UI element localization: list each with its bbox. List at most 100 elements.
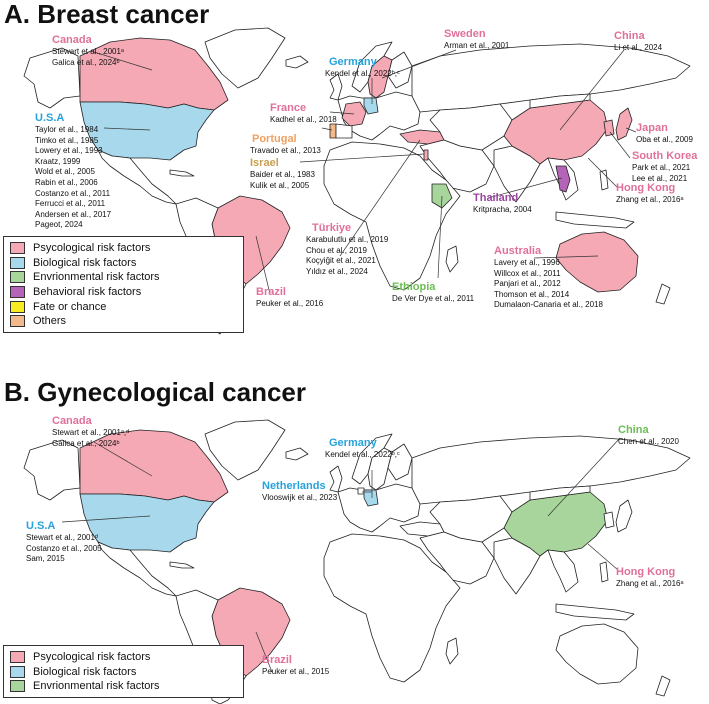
citation: Galica et al., 2024ᵇ: [52, 438, 120, 448]
citation: Kendel et al., 2022ᵇ,ᶜ: [325, 450, 400, 459]
legend-item: Biological risk factors: [10, 665, 237, 680]
land-philippines: [599, 169, 609, 191]
legend-item: Others: [10, 314, 237, 329]
country-name-usa: U.S.A: [35, 112, 65, 124]
land-alaska: [23, 47, 81, 109]
citation: Willcox et al., 2011: [494, 268, 561, 278]
label-australia: Australia Lavery et al., 1996 Willcox et…: [494, 245, 603, 311]
legend-swatch: [10, 286, 25, 299]
country-name-usa: U.S.A: [26, 520, 56, 532]
land-greenland: [204, 27, 286, 89]
land-spain: [335, 123, 353, 139]
land-israel: [423, 149, 429, 161]
legend-label: Biological risk factors: [33, 665, 137, 678]
label-usa: U.S.A Stewart et al., 2001ᵈ Costanzo et …: [26, 520, 102, 565]
legend-label: Behavioral risk factors: [33, 286, 142, 299]
legend-swatch: [10, 315, 25, 328]
country-name-germany: Germany: [329, 437, 377, 449]
land-korea: [603, 119, 615, 137]
legend-swatch: [10, 651, 25, 664]
citation: Zhang et al., 2016ᵃ: [616, 195, 684, 204]
legend-breast: Psycological risk factors Biological ris…: [3, 236, 244, 333]
land-madagascar: [445, 245, 459, 273]
land-africa: [323, 533, 461, 683]
citation: Arman et al., 2001: [444, 41, 510, 50]
legend-gynecological: Psycological risk factors Biological ris…: [3, 645, 244, 698]
legend-swatch: [10, 300, 25, 313]
land-madagascar: [445, 637, 459, 665]
leader-ethiopia: [437, 195, 443, 279]
land-cuba: [169, 561, 195, 569]
citation: Baider et al., 1983: [250, 170, 315, 179]
leader-hong-kong: [587, 157, 619, 189]
leader-israel: [299, 153, 425, 163]
country-name-canada: Canada: [52, 34, 92, 46]
leader-japan: [625, 127, 637, 133]
label-brazil: Brazil Peuker et al., 2015: [262, 654, 329, 678]
citation: Kulik et al., 2005: [250, 180, 310, 190]
land-germany: [363, 97, 379, 115]
country-name-portugal: Portugal: [252, 133, 297, 145]
land-portugal: [329, 123, 337, 139]
leader-hong-kong: [587, 543, 619, 571]
citation: Kraatz, 1999: [35, 156, 81, 166]
legend-label: Psycological risk factors: [33, 242, 151, 255]
citation: Wold et al., 2005: [35, 167, 95, 177]
leader-portugal: [321, 127, 333, 131]
legend-item: Envrionmental risk factors: [10, 270, 237, 285]
country-name-turkiye: Türkiye: [312, 222, 352, 234]
legend-item: Psycological risk factors: [10, 241, 237, 256]
land-netherlands: [357, 487, 365, 495]
legend-label: Envrionmental risk factors: [33, 271, 160, 284]
citation: Zhang et al., 2016ᵃ: [616, 579, 684, 588]
citation: Andersen et al., 2017: [35, 209, 112, 219]
legend-item: Biological risk factors: [10, 256, 237, 271]
citation: Timko et al., 1985: [35, 135, 99, 145]
label-japan: Japan Oba et al., 2009: [636, 122, 693, 146]
label-portugal: Portugal Travado et al., 2013: [250, 133, 321, 157]
label-canada: Canada Stewart et al., 2001ᵃ,ᵈ Galica et…: [52, 415, 129, 449]
country-name-sweden: Sweden: [444, 28, 486, 40]
label-sweden: Sweden Arman et al., 2001: [444, 28, 509, 52]
citation: Lavery et al., 1996: [494, 258, 560, 267]
citation: Costanzo et al., 2011: [35, 188, 111, 198]
country-name-hong-kong: Hong Kong: [616, 566, 676, 578]
citation: Oba et al., 2009: [636, 135, 693, 144]
land-cuba: [169, 169, 195, 177]
label-thailand: Thailand Kritpracha, 2004: [473, 192, 532, 216]
citation: Koçyiğit et al., 2021: [306, 256, 376, 266]
land-finland: [387, 443, 413, 481]
citation: Stewart et al., 2001ᵈ: [26, 533, 98, 542]
country-name-ethiopia: Ethiopia: [392, 281, 436, 293]
land-iceland: [285, 55, 309, 69]
citation: Yıldız et al., 2024: [306, 266, 368, 276]
world-map-gynecological: [23, 419, 691, 704]
legend-item: Fate or chance: [10, 299, 237, 314]
label-ethiopia: Ethiopia De Ver Dye et al., 2011: [392, 281, 474, 305]
citation: Pageot, 2024: [35, 220, 83, 230]
world-map-breast: [23, 27, 691, 335]
citation: Li et al., 2024: [614, 43, 663, 52]
land-central-asia: [429, 103, 513, 151]
citation: Peuker et al., 2016: [256, 299, 324, 308]
label-hong-kong: Hong Kong Zhang et al., 2016ᵃ: [616, 566, 683, 590]
label-israel: Israel Baider et al., 1983 Kulik et al.,…: [250, 157, 315, 191]
legend-label: Biological risk factors: [33, 256, 137, 269]
country-name-china: China: [618, 424, 649, 436]
label-china: China Li et al., 2024: [614, 30, 662, 54]
label-south-korea: South Korea Park et al., 2021 Lee et al.…: [632, 150, 697, 184]
land-philippines: [599, 561, 609, 583]
citation: Chou et al., 2019: [306, 245, 367, 255]
land-korea: [603, 511, 615, 529]
land-australia: [555, 231, 639, 293]
country-name-canada: Canada: [52, 415, 92, 427]
label-hong-kong: Hong Kong Zhang et al., 2016ᵃ: [616, 182, 683, 206]
panel-a-title: A. Breast cancer: [4, 0, 210, 29]
citation: Lee et al., 2021: [632, 173, 688, 183]
label-france: France Kadhel et al., 2018: [270, 102, 337, 126]
citation: Stewart et al., 2001ᵃ: [52, 47, 124, 56]
legend-item: Envrionmental risk factors: [10, 679, 237, 694]
leader-china: [559, 49, 625, 131]
land-new-zealand: [655, 283, 671, 305]
legend-swatch: [10, 271, 25, 284]
